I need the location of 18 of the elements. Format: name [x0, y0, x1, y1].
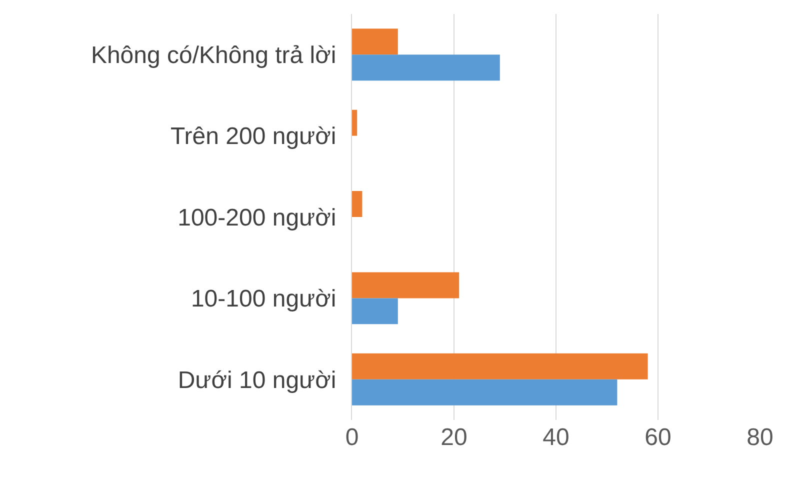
- y-tick-label: Dưới 10 người: [178, 366, 336, 394]
- bar: [352, 28, 398, 55]
- bar: [352, 110, 358, 136]
- y-tick-label: Trên 200 người: [170, 123, 336, 150]
- x-tick-label: 0: [345, 424, 359, 451]
- bar: [352, 379, 618, 406]
- bar: [352, 54, 500, 81]
- bar: [352, 272, 460, 298]
- y-tick-label: 100-200 người: [178, 204, 336, 232]
- bar: [352, 353, 648, 380]
- x-tick-label: 20: [440, 424, 468, 451]
- y-tick-label: 10-100 người: [190, 286, 336, 313]
- x-tick-label: 60: [644, 424, 672, 451]
- bar: [352, 298, 398, 324]
- y-tick-label: Không có/Không trả lời: [90, 42, 336, 69]
- bar: [352, 191, 362, 217]
- x-tick-label: 80: [746, 424, 774, 451]
- x-tick-label: 40: [542, 424, 570, 451]
